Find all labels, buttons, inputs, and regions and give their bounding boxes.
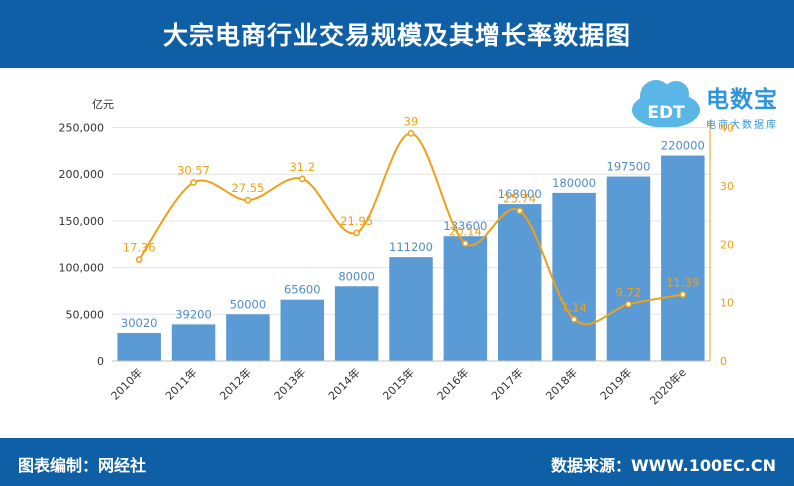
- line-point: [679, 291, 687, 298]
- combo-chart: 3002039200500006560080000111200133600168…: [59, 98, 735, 407]
- x-tick-label: 2013年: [271, 365, 308, 402]
- x-tick-label: 2014年: [325, 365, 362, 402]
- y-left-tick-label: 200,000: [59, 168, 105, 181]
- line-value-label: 31.2: [289, 160, 315, 174]
- bar-value-label: 180000: [552, 176, 596, 190]
- line-value-label: 9.72: [616, 285, 642, 299]
- bar-value-label: 50000: [230, 297, 267, 311]
- bar-value-label: 197500: [607, 160, 651, 174]
- x-tick-label: 2012年: [217, 365, 254, 402]
- bar-value-label: 30020: [121, 316, 158, 330]
- bar: [117, 332, 161, 361]
- y-left-tick-label: 250,000: [59, 122, 105, 135]
- x-tick-label: 2017年: [488, 365, 525, 402]
- logo-brand: 电数宝: [706, 87, 778, 113]
- bar-value-label: 133600: [443, 219, 487, 233]
- bar-value-label: 168000: [498, 187, 542, 201]
- bar: [552, 192, 596, 361]
- line-point: [625, 300, 632, 308]
- bar: [443, 236, 488, 361]
- line-point: [190, 179, 197, 186]
- bar: [389, 257, 433, 361]
- x-tick-label: 2011年: [162, 365, 199, 402]
- line-value-label: 11.39: [666, 276, 699, 290]
- bar-series: [117, 155, 705, 361]
- line-value-label: 27.55: [231, 181, 264, 195]
- line-value-label: 25.74: [503, 192, 536, 206]
- chart-title: 大宗电商行业交易规模及其增长率数据图: [162, 21, 631, 50]
- line-point: [407, 129, 415, 137]
- bar-value-label: 65600: [284, 283, 321, 297]
- bar-value-label: 39200: [175, 307, 212, 321]
- y-right-tick-label: 0: [720, 355, 727, 368]
- y-right-tick-label: 40: [720, 122, 734, 135]
- bar-value-label: 80000: [338, 269, 375, 283]
- line-point: [516, 207, 524, 215]
- bar: [497, 204, 542, 361]
- x-tick-label: 2018年: [543, 365, 580, 402]
- y-left-tick-label: 100,000: [59, 262, 105, 275]
- y-left-unit: 亿元: [92, 98, 114, 111]
- line-point: [135, 256, 143, 264]
- y-right-tick-label: 10: [720, 297, 734, 310]
- line-value-label: 39: [404, 114, 419, 128]
- line-series: [135, 129, 687, 326]
- line-value-label: 20.14: [449, 224, 482, 238]
- bar: [171, 324, 216, 361]
- logo-tagline: 电商大数据库: [706, 120, 778, 131]
- bar: [280, 299, 325, 361]
- brand-logo: EDT 电数宝 电商大数据库: [628, 74, 788, 136]
- line-value-label: 21.95: [340, 214, 373, 228]
- chart-header: 大宗电商行业交易规模及其增长率数据图: [0, 0, 794, 68]
- bar: [606, 176, 651, 361]
- x-tick-label: 2010年: [108, 365, 145, 402]
- line-point: [570, 315, 578, 323]
- footer-credit: 图表编制：网经社: [18, 456, 147, 475]
- line-value-label: 7.14: [561, 300, 587, 314]
- line-point: [353, 229, 360, 237]
- bar: [226, 314, 270, 361]
- y-right-tick-label: 30: [720, 180, 734, 193]
- y-left-tick-label: 150,000: [59, 215, 105, 228]
- bar-value-labels: 30020 39200 50000 65600 80000 111200 133600 168…: [121, 139, 705, 330]
- y-right-tick-label: 20: [720, 238, 734, 251]
- y-left-tick-label: 0: [97, 355, 104, 368]
- cloud-logo-icon: EDT: [632, 80, 700, 128]
- cloud-logo-text: EDT: [647, 103, 685, 123]
- line-point: [244, 196, 252, 204]
- x-tick-label: 2020年e: [647, 365, 689, 407]
- line-value-label: 17.36: [123, 241, 156, 255]
- bar-value-label: 220000: [661, 139, 705, 153]
- bar: [661, 155, 705, 361]
- line-value-labels: 17.36 30.57 27.55 31.2 21.95 39 20.14 25.74 7.14…: [123, 114, 700, 314]
- line-point: [298, 175, 306, 183]
- line-point: [462, 240, 469, 247]
- chart-footer: 图表编制：网经社 数据来源：WWW.100EC.CN: [0, 438, 794, 486]
- bar: [334, 286, 379, 361]
- line-value-label: 30.57: [177, 164, 210, 178]
- x-tick-label: 2019年: [597, 365, 634, 402]
- y-left-tick-label: 50,000: [66, 308, 105, 321]
- x-tick-label: 2016年: [434, 365, 471, 402]
- x-tick-label: 2015年: [380, 365, 417, 402]
- bar-value-label: 111200: [389, 240, 433, 254]
- footer-source: 数据来源：WWW.100EC.CN: [550, 456, 776, 475]
